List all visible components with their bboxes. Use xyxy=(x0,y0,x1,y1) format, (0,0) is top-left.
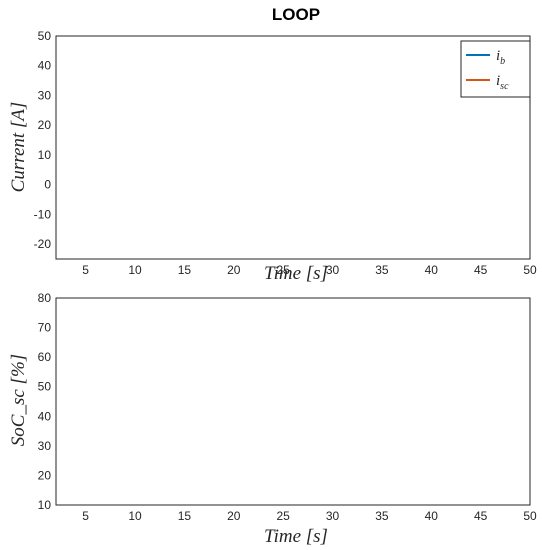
soc-xtick-label: 20 xyxy=(227,509,241,523)
current-xtick-label: 5 xyxy=(82,263,89,277)
current-ytick-label: 0 xyxy=(44,178,51,192)
legend-label-isc: isc xyxy=(496,73,509,92)
soc-ylabel: SoC_sc [%] xyxy=(8,354,29,446)
current-xtick-label: 25 xyxy=(276,263,290,277)
legend-box xyxy=(460,40,531,98)
legend: ib isc xyxy=(460,40,531,98)
soc-axes-frame xyxy=(55,297,531,506)
current-xlabel: Time [s] xyxy=(264,263,328,284)
soc-xtick-label: 40 xyxy=(425,509,439,523)
chart-title: LOOP xyxy=(272,5,320,24)
soc-xtick-label: 30 xyxy=(326,509,340,523)
soc-xlabel: Time [s] xyxy=(264,526,328,547)
current-ylabel: Current [A] xyxy=(8,102,29,193)
current-ytick-label: 40 xyxy=(38,59,52,73)
current-ytick-label: 10 xyxy=(38,148,52,162)
current-panel: 5 10 15 20 25 30 35 40 45 50 -20 -10 0 10 20 30 40 50 xyxy=(34,29,537,277)
soc-panel: 5 10 15 20 25 30 35 40 45 50 10 20 30 40 50 60 70 80 xyxy=(38,291,537,523)
soc-xtick-label: 35 xyxy=(375,509,389,523)
soc-xtick-label: 45 xyxy=(474,509,488,523)
soc-ytick-label: 50 xyxy=(38,380,52,394)
current-xtick-label: 20 xyxy=(227,263,241,277)
current-ytick-label: 20 xyxy=(38,118,52,132)
soc-xtick-label: 25 xyxy=(276,509,290,523)
soc-ytick-label: 70 xyxy=(38,321,52,335)
soc-ytick-label: 40 xyxy=(38,409,52,423)
soc-xtick-label: 15 xyxy=(178,509,192,523)
current-xtick-label: 50 xyxy=(523,263,537,277)
soc-ytick-label: 10 xyxy=(38,498,52,512)
current-xtick-label: 45 xyxy=(474,263,488,277)
current-xtick-label: 15 xyxy=(178,263,192,277)
current-ytick-label: 30 xyxy=(38,88,52,102)
current-ytick-label: -20 xyxy=(34,237,52,251)
current-xtick-label: 40 xyxy=(425,263,439,277)
current-ytick-label: 50 xyxy=(38,29,52,43)
current-axes-frame xyxy=(55,35,531,260)
current-ytick-label: -10 xyxy=(34,207,52,221)
current-xtick-label: 35 xyxy=(375,263,389,277)
soc-xtick-label: 10 xyxy=(128,509,142,523)
legend-label-ib: ib xyxy=(496,48,505,67)
current-xtick-label: 30 xyxy=(326,263,340,277)
soc-ytick-label: 20 xyxy=(38,468,52,482)
soc-ytick-label: 80 xyxy=(38,291,52,305)
soc-ytick-label: 30 xyxy=(38,439,52,453)
soc-ytick-label: 60 xyxy=(38,350,52,364)
soc-xtick-label: 5 xyxy=(82,509,89,523)
current-xtick-label: 10 xyxy=(128,263,142,277)
soc-xtick-label: 50 xyxy=(523,509,537,523)
